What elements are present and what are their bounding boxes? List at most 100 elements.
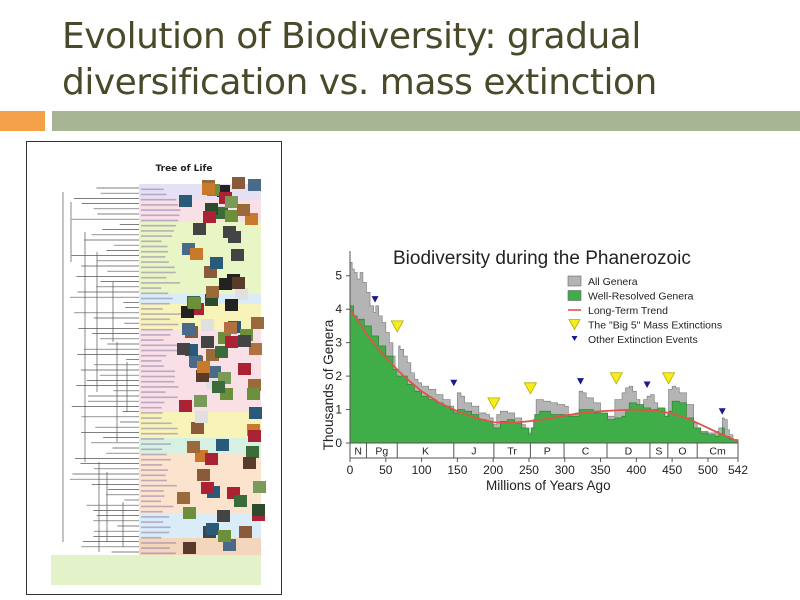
tree-taxon-label xyxy=(141,438,164,440)
tree-taxon-label xyxy=(141,510,163,513)
period-label-d: D xyxy=(625,446,633,458)
tree-taxon-label xyxy=(141,235,173,237)
tree-taxon-label xyxy=(141,318,171,321)
legend-label: Long-Term Trend xyxy=(588,305,668,317)
tree-organism-thumbnail xyxy=(215,439,229,452)
tree-taxon-label xyxy=(141,448,163,451)
tree-taxon-label xyxy=(141,516,170,518)
tree-taxon-label xyxy=(141,344,177,347)
tree-organism-thumbnail xyxy=(197,360,211,373)
tree-taxon-label xyxy=(141,198,177,201)
tree-taxon-label xyxy=(141,422,172,425)
tree-taxon-label xyxy=(141,365,165,367)
tree-organism-thumbnail xyxy=(246,387,260,400)
tree-organism-thumbnail xyxy=(190,248,204,261)
tree-taxon-label xyxy=(141,401,165,404)
tree-taxon-label xyxy=(141,292,169,295)
x-tick-label: 542 xyxy=(728,463,748,477)
big5-extinction-marker xyxy=(661,372,676,385)
tree-taxon-label xyxy=(141,505,174,508)
tree-taxon-label xyxy=(141,339,164,341)
tree-organism-thumbnail xyxy=(218,278,232,291)
tree-taxon-label xyxy=(141,469,169,471)
other-extinction-marker xyxy=(450,379,458,387)
y-tick-label: 1 xyxy=(335,403,342,417)
x-tick-label: 100 xyxy=(412,463,432,477)
tree-taxon-label xyxy=(141,261,169,263)
big5-extinction-marker xyxy=(523,382,538,395)
period-label-p: P xyxy=(544,446,551,458)
tree-organism-thumbnail xyxy=(243,457,257,470)
x-tick-label: 250 xyxy=(519,463,539,477)
tree-taxon-label xyxy=(141,531,170,534)
tree-of-life-image: Tree of Life xyxy=(26,141,282,595)
tree-taxon-label xyxy=(141,500,162,503)
slide-title: Evolution of Biodiversity: gradual diver… xyxy=(62,14,782,106)
tree-taxon-label xyxy=(141,188,164,191)
slide-title-line2: diversification vs. mass extinction xyxy=(62,62,657,103)
big5-extinction-marker xyxy=(390,320,404,333)
tree-organism-thumbnail xyxy=(233,495,247,508)
tree-taxon-label xyxy=(141,354,167,357)
tree-taxon-label xyxy=(141,552,176,555)
tree-taxon-label xyxy=(141,276,167,279)
chart-markers xyxy=(371,296,726,415)
tree-organism-thumbnail xyxy=(214,346,228,359)
tree-taxon-label xyxy=(141,256,166,258)
tree-organism-thumbnail xyxy=(183,506,197,519)
tree-organism-thumbnail xyxy=(236,203,250,216)
tree-taxon-label xyxy=(141,375,175,378)
tree-organism-thumbnail xyxy=(177,491,191,504)
tree-taxon-label xyxy=(141,536,162,539)
tree-organism-thumbnail xyxy=(179,400,193,413)
period-label-pg: Pg xyxy=(375,446,388,458)
legend-label: The "Big 5" Mass Extinctions xyxy=(588,320,722,332)
x-tick-label: 300 xyxy=(555,463,575,477)
tree-taxon-label xyxy=(141,484,177,487)
tree-taxon-label xyxy=(141,380,175,383)
tree-taxon-label xyxy=(141,250,169,253)
tree-organism-thumbnail xyxy=(225,209,239,222)
chart-title: Biodiversity during the Phanerozoic xyxy=(393,248,691,269)
tree-organism-thumbnail xyxy=(206,522,220,535)
x-tick-label: 500 xyxy=(698,463,718,477)
tree-organism-thumbnail xyxy=(223,226,237,239)
tree-taxon-label xyxy=(141,417,162,419)
other-extinction-marker xyxy=(371,296,379,303)
chart-axes: 0 1 2 3 4 5 xyxy=(335,251,351,450)
y-tick-label: 4 xyxy=(335,302,342,316)
tree-taxon-label xyxy=(141,464,163,466)
tree-organism-thumbnail xyxy=(218,530,232,543)
tree-organism-thumbnail xyxy=(179,195,193,208)
tree-organism-thumbnail xyxy=(232,177,246,190)
tree-organism-thumbnail xyxy=(193,394,207,407)
tree-organism-thumbnail xyxy=(215,207,229,220)
period-label-c: C xyxy=(582,446,590,458)
tree-organism-thumbnail xyxy=(248,179,262,192)
tree-taxon-label xyxy=(141,266,175,269)
tree-organism-thumbnail xyxy=(194,410,208,423)
tree-taxon-label xyxy=(141,495,165,497)
tree-taxon-label xyxy=(141,412,163,414)
tree-organism-thumbnail xyxy=(223,322,237,335)
tree-organism-thumbnail xyxy=(202,210,216,223)
y-tick-label: 0 xyxy=(335,436,342,450)
tree-organism-thumbnail xyxy=(217,510,231,523)
legend-label: Other Extinction Events xyxy=(588,334,698,346)
y-tick-label: 2 xyxy=(335,369,342,383)
tree-taxon-label xyxy=(141,406,162,409)
tree-taxon-label xyxy=(141,224,176,227)
tree-organism-thumbnail xyxy=(201,183,215,195)
legend-swatch xyxy=(568,319,581,331)
tree-organism-thumbnail xyxy=(225,195,238,208)
tree-taxon-label xyxy=(141,302,170,305)
tree-organism-thumbnail xyxy=(251,504,265,517)
tree-organism-thumbnail xyxy=(200,318,214,331)
x-tick-label: 400 xyxy=(626,463,646,477)
tree-footer-legend xyxy=(51,555,261,585)
tree-taxon-label xyxy=(141,453,167,456)
legend-swatch xyxy=(567,275,582,287)
accent-bar-green xyxy=(52,111,800,131)
tree-taxon-label xyxy=(141,521,164,523)
tree-organism-thumbnail xyxy=(188,297,202,310)
